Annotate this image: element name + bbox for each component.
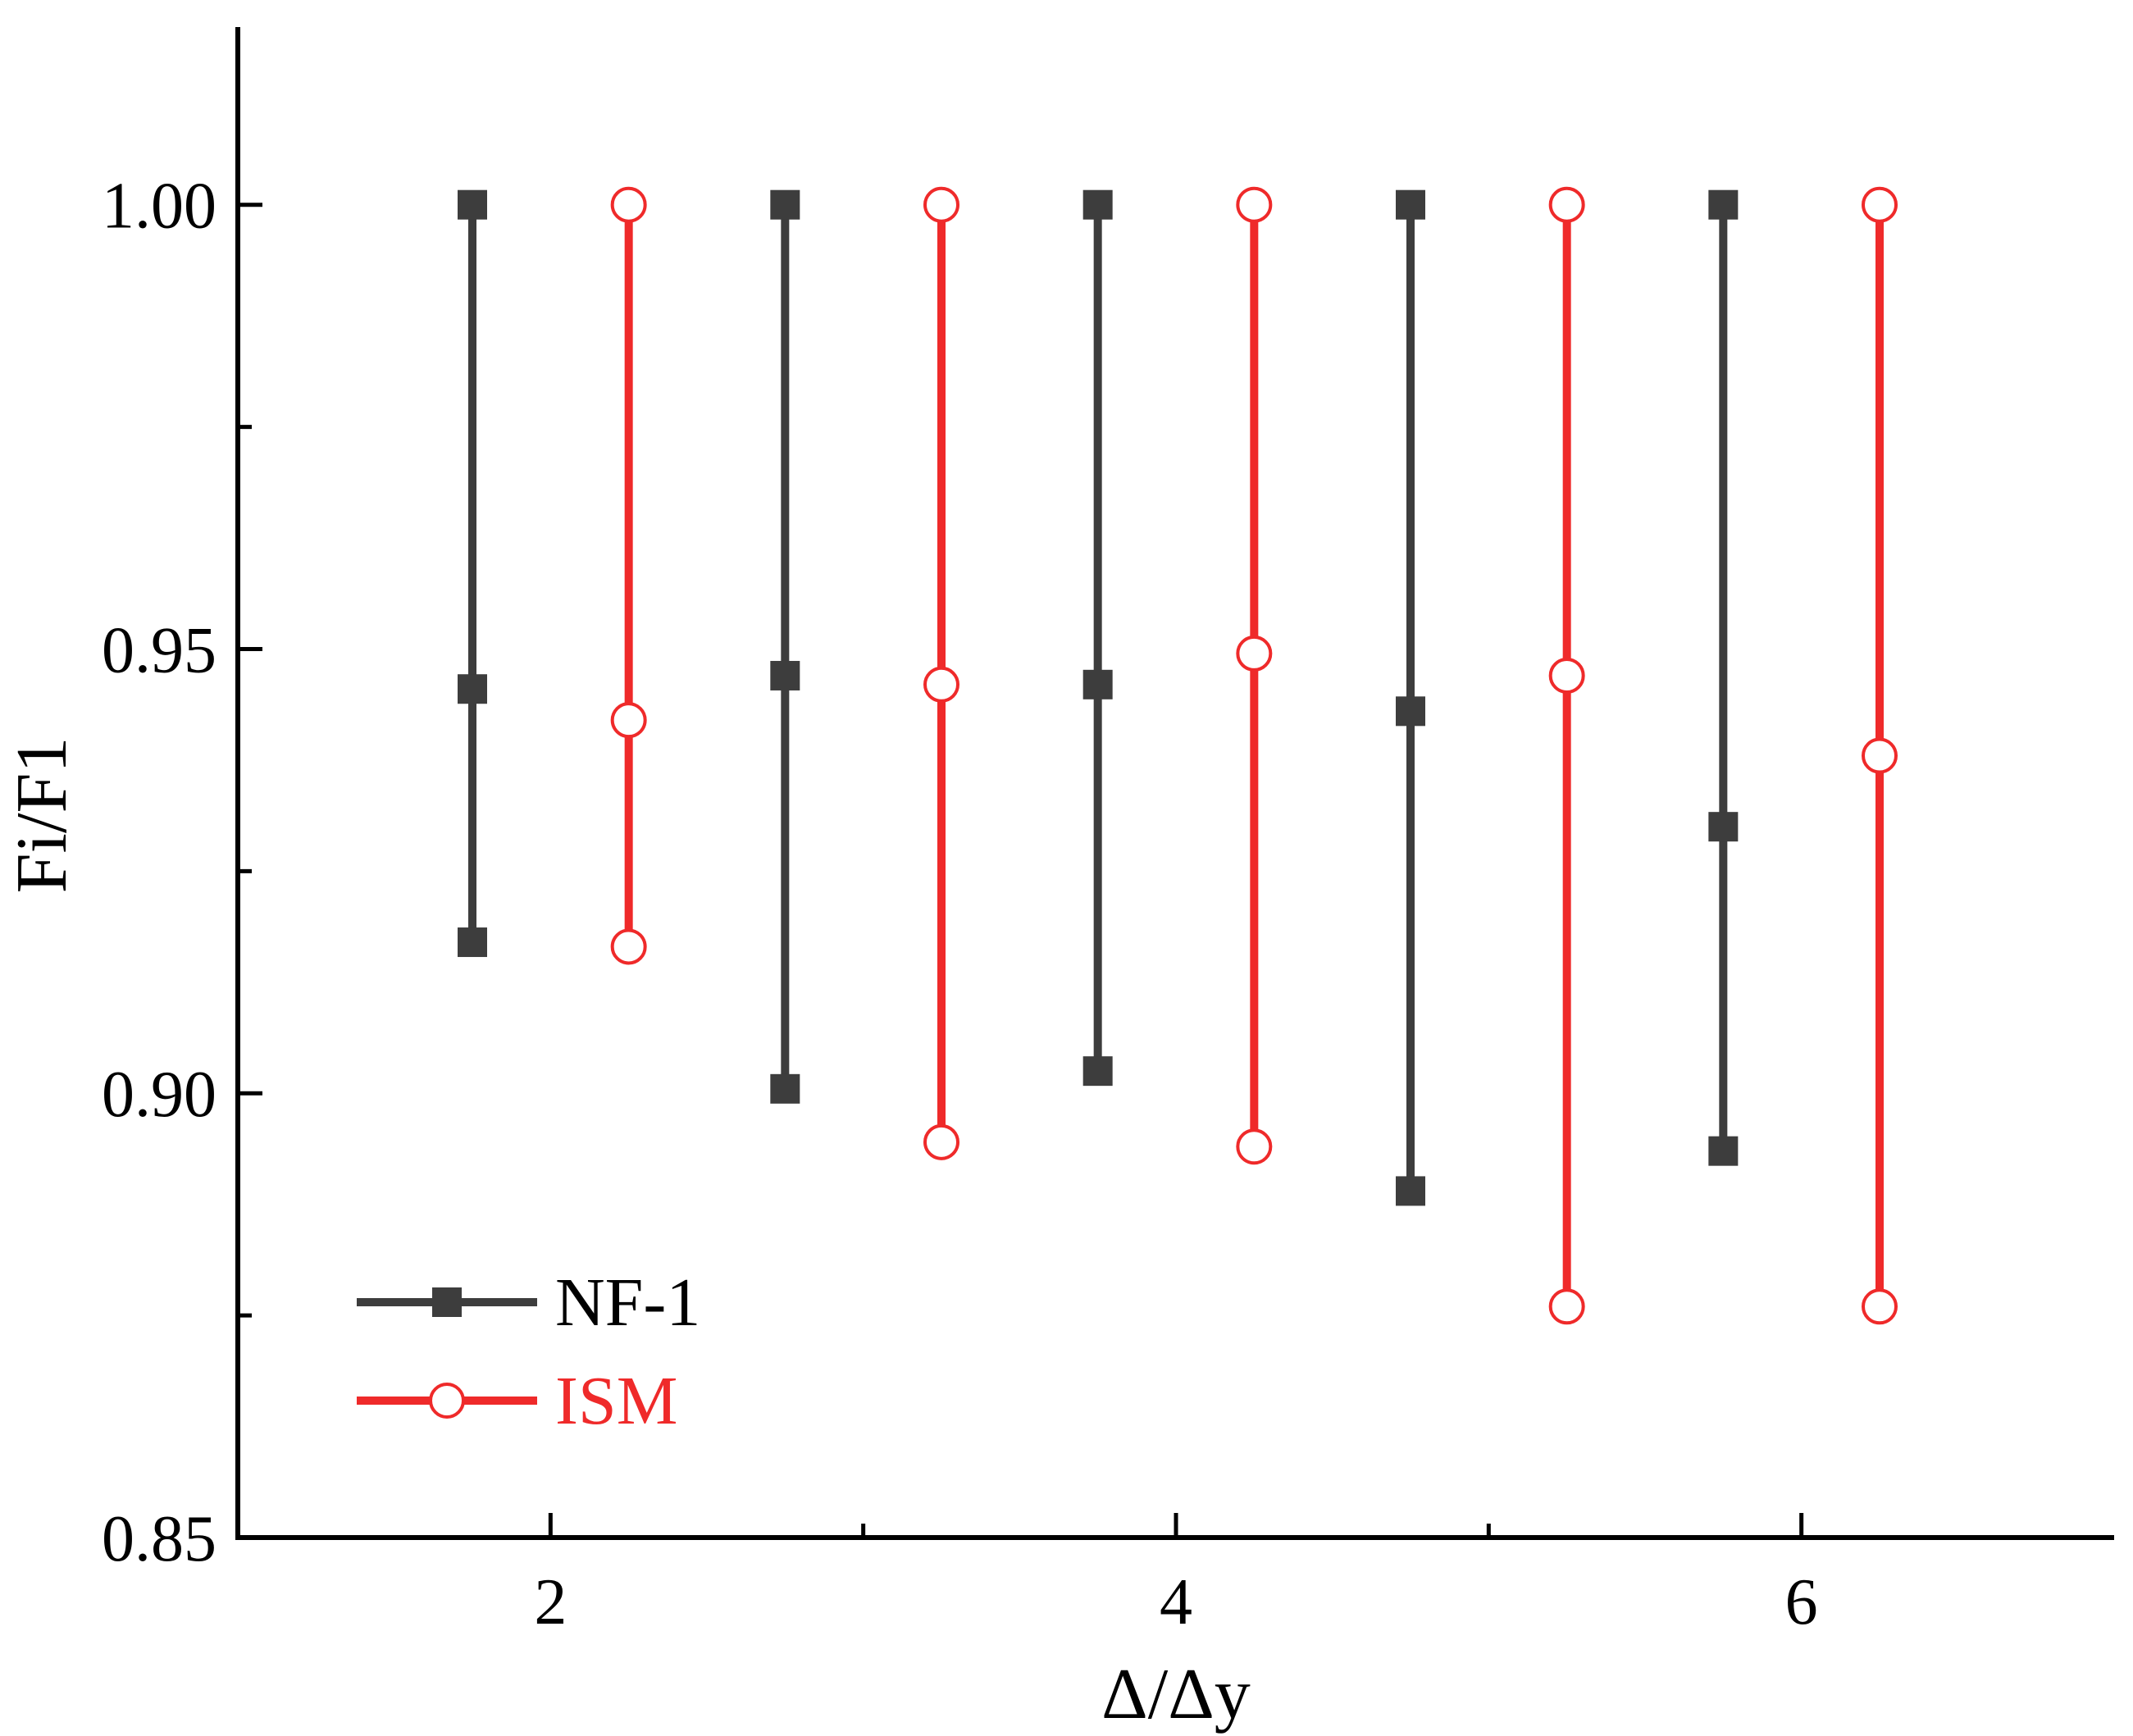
data-point — [923, 186, 959, 223]
data-point — [1548, 1288, 1585, 1325]
data-point — [610, 186, 647, 223]
data-point — [1396, 696, 1425, 727]
data-point — [1396, 189, 1425, 220]
y-axis-title: Fi/F1 — [2, 737, 82, 894]
data-point — [1548, 657, 1585, 694]
series-ism — [610, 186, 1898, 1325]
y-tick-label: 1.00 — [102, 171, 216, 243]
data-point — [610, 928, 647, 965]
data-point — [1708, 189, 1739, 220]
x-axis-ticks: 2 4 6 — [534, 1513, 1818, 1638]
legend-marker — [429, 1383, 465, 1419]
legend: NF-1 ISM — [357, 1264, 700, 1439]
axes — [235, 27, 2114, 1540]
series-nf-1 — [458, 189, 1739, 1206]
data-point — [458, 189, 487, 220]
data-point — [770, 660, 800, 690]
data-point — [610, 702, 647, 739]
data-point — [1862, 186, 1898, 223]
data-point — [1548, 186, 1585, 223]
data-point — [1082, 189, 1113, 220]
data-point — [1082, 669, 1113, 699]
y-tick-label: 0.90 — [102, 1059, 216, 1131]
x-tick-label: 6 — [1785, 1566, 1818, 1638]
data-point — [1236, 186, 1273, 223]
plot-area — [458, 186, 1898, 1325]
x-tick-label: 4 — [1160, 1566, 1192, 1638]
x-tick-label: 2 — [534, 1566, 567, 1638]
data-point — [770, 1073, 800, 1104]
data-point — [1862, 1288, 1898, 1325]
data-point — [1862, 737, 1898, 774]
data-point — [458, 927, 487, 958]
data-point — [1236, 635, 1273, 672]
data-point — [923, 666, 959, 703]
data-point — [1236, 1128, 1273, 1165]
legend-label: NF-1 — [555, 1264, 700, 1341]
data-point — [1708, 812, 1739, 842]
data-point — [923, 1123, 959, 1160]
y-axis-ticks: 0.85 0.90 0.95 1.00 — [102, 171, 262, 1575]
y-tick-label: 0.95 — [102, 614, 216, 686]
x-axis-title: Δ/Δy — [1101, 1655, 1251, 1734]
data-point — [1082, 1056, 1113, 1087]
y-tick-label: 0.85 — [102, 1503, 216, 1575]
data-point — [770, 189, 800, 220]
data-point — [458, 674, 487, 704]
data-point — [1396, 1176, 1425, 1206]
legend-item: ISM — [357, 1363, 677, 1439]
legend-marker — [432, 1287, 462, 1317]
data-point — [1708, 1136, 1739, 1166]
legend-label: ISM — [555, 1363, 677, 1439]
legend-item: NF-1 — [357, 1264, 700, 1341]
